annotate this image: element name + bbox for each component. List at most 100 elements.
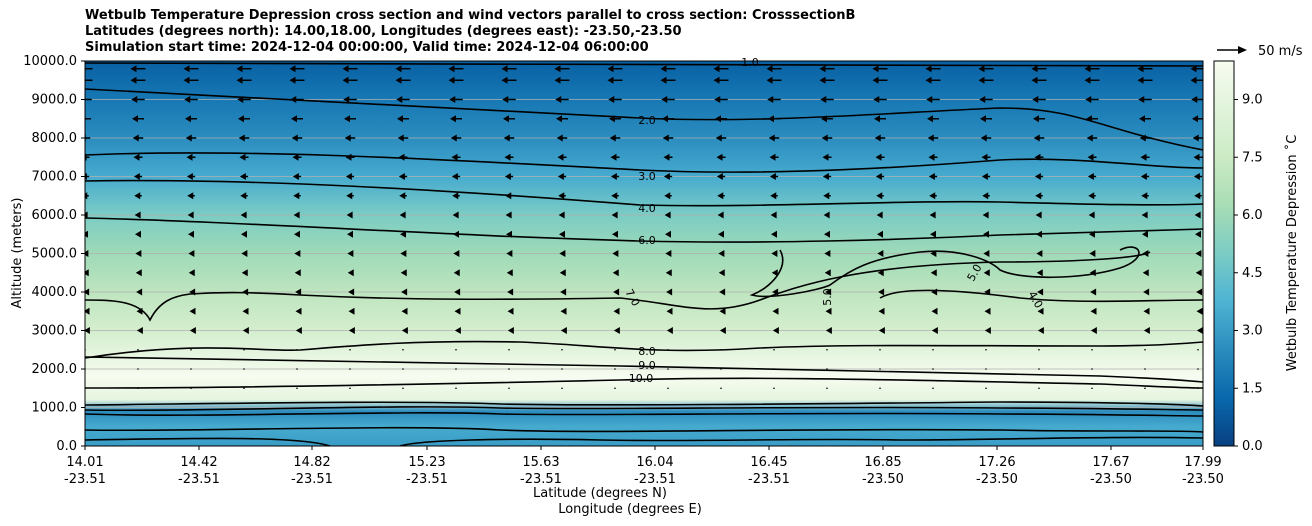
wind-vector-head	[134, 192, 141, 200]
wind-vector-head	[1032, 96, 1039, 103]
wind-vector-head	[876, 211, 883, 219]
wind-vector-head	[505, 211, 512, 219]
wind-vector-head	[1090, 307, 1097, 315]
wind-vector-head	[979, 96, 986, 103]
colorbar-tick-label: 6.0	[1242, 208, 1263, 223]
wind-vector-head	[237, 96, 244, 103]
wind-vector-head	[666, 307, 673, 315]
wind-vector-head	[1033, 134, 1040, 142]
wind-vector-head	[347, 269, 354, 277]
wind-vector-head	[188, 269, 195, 277]
wind-vector-head	[502, 96, 509, 103]
colorbar-label: Wetbulb Temperature Depression ˚C	[1284, 135, 1300, 372]
wind-vector-head	[501, 76, 508, 84]
x-tick-label-lat: 16.85	[864, 455, 901, 470]
wind-reference-label: 50 m/s	[1258, 44, 1303, 59]
wind-vector-head	[188, 230, 194, 238]
wind-vector-head	[980, 134, 987, 142]
wind-vector-head	[1031, 76, 1038, 84]
wind-vector-head	[189, 288, 196, 296]
colorbar-ticks: 0.0 1.5 3.0 4.5 6.0 7.5 9.0	[1234, 93, 1263, 454]
wind-vector-head	[293, 211, 300, 219]
wind-vector-head	[238, 134, 245, 142]
wind-vector-head	[183, 76, 190, 84]
colorbar-tick-label: 9.0	[1242, 93, 1263, 108]
wind-vector-head	[607, 65, 614, 73]
wind-vector-head	[772, 327, 779, 334]
wind-vector-head	[825, 327, 832, 334]
wind-vector-head	[931, 327, 938, 334]
x-tick-label-lat: 15.23	[408, 455, 445, 470]
wind-vector-head	[85, 250, 89, 257]
wind-vector	[349, 348, 351, 351]
wind-vector-head	[344, 134, 351, 142]
wind-vector-head	[613, 307, 620, 315]
contour-label: 9.0	[638, 359, 656, 372]
wind-vector-head	[665, 269, 672, 277]
wind-vector-head	[560, 288, 567, 296]
wind-vector-head	[1037, 327, 1044, 334]
wind-vector	[561, 348, 563, 351]
wind-vector-head	[822, 153, 829, 161]
wind-vector-head	[558, 211, 565, 219]
wind-vector-head	[930, 250, 937, 257]
wind-vector-head	[507, 288, 514, 296]
wind-vector	[1038, 368, 1040, 370]
chart-title-line-2: Latitudes (degrees north): 14.00,18.00, …	[85, 24, 682, 39]
wind-vector	[773, 348, 775, 351]
wind-vector-head	[135, 269, 142, 277]
wind-vector-head	[1088, 192, 1095, 200]
wind-vector-head	[448, 76, 455, 84]
wind-vector	[137, 348, 139, 351]
wind-vector	[667, 368, 669, 370]
x-tick-label-lat: 17.67	[1092, 455, 1129, 470]
wind-vector-head	[1143, 327, 1150, 334]
wind-vector-head	[559, 250, 566, 257]
wind-vector-head	[1195, 230, 1201, 238]
x-tick-label-lat: 17.99	[1184, 455, 1221, 470]
wind-vector-head	[187, 211, 194, 219]
wind-vector-head	[1084, 65, 1091, 73]
wind-vector-head	[503, 115, 509, 123]
wind-vector-head	[133, 173, 140, 180]
wind-vector-head	[343, 96, 350, 103]
wind-vector-head	[501, 65, 508, 73]
wind-vector-head	[1141, 192, 1148, 200]
wind-vector-head	[1196, 327, 1203, 334]
wind-reference-arrowhead	[1238, 46, 1247, 54]
wind-vector	[826, 368, 828, 370]
wind-vector-head	[184, 96, 191, 103]
wind-vector-head	[342, 76, 349, 84]
wind-vector-head	[874, 115, 880, 123]
wind-vector-head	[1033, 115, 1039, 123]
wind-vectors	[85, 65, 1203, 390]
wind-vector	[349, 368, 351, 370]
wind-vector-head	[1143, 288, 1150, 296]
wind-vector-head	[771, 230, 777, 238]
wind-vector-head	[560, 327, 567, 334]
wind-vector-head	[823, 192, 830, 200]
wind-vector-head	[611, 211, 618, 219]
contour-low-3	[85, 412, 1203, 417]
wind-vector-head	[719, 327, 726, 334]
wind-vector-head	[241, 269, 248, 277]
contour-label: 6.0	[638, 234, 656, 247]
wind-vector-head	[290, 96, 297, 103]
y-tick-label: 1000.0	[32, 401, 78, 416]
wind-vector-head	[823, 211, 830, 219]
colorbar-tick-label: 1.5	[1242, 381, 1263, 396]
wind-vector-head	[929, 211, 936, 219]
colorbar-tick-label: 3.0	[1242, 324, 1263, 339]
wind-vector	[720, 368, 722, 370]
wind-vector-head	[130, 65, 137, 73]
chart-title-line-1: Wetbulb Temperature Depression cross sec…	[85, 8, 856, 23]
wind-vector-head	[872, 65, 879, 73]
wind-vector-head	[717, 192, 724, 200]
wind-vector-head	[136, 307, 143, 315]
wind-vector-head	[135, 230, 141, 238]
wind-vector-head	[715, 115, 721, 123]
wind-vector-head	[453, 250, 460, 257]
wind-vector	[1197, 387, 1199, 390]
wind-vector-head	[136, 327, 143, 334]
wind-vector-head	[771, 269, 778, 277]
